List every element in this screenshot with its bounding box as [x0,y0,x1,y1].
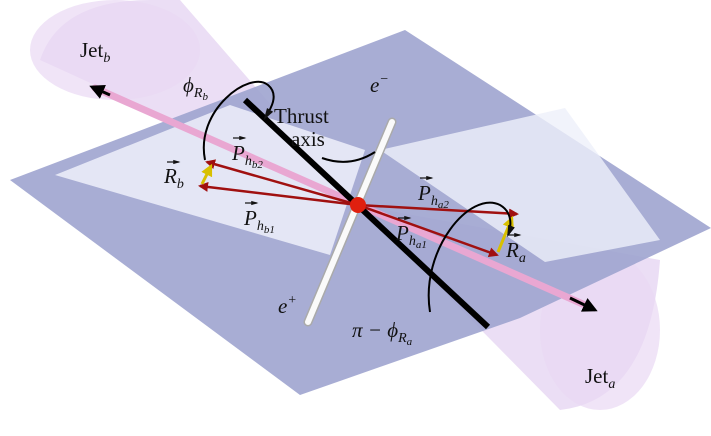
label-part: R [397,331,407,346]
label-part: a [407,336,413,348]
label-part: e [278,294,287,318]
thrust-label: Thrust [274,104,329,128]
label-part: a [608,377,615,392]
label-part: a2 [438,199,450,211]
label-part: a [519,251,526,266]
jet-b-cone-end [30,0,200,100]
label-part: a1 [416,239,427,251]
label-part: + [287,293,296,308]
label-part: h [431,194,438,209]
interaction-point [350,197,366,213]
label-part: − [379,72,388,87]
label-part: Jet [585,364,608,388]
label-part: e [370,73,379,97]
axis-label: axis [291,127,325,151]
label-part: π − ϕ [352,318,398,342]
label-part: R [163,164,177,188]
label-part: h [409,234,416,249]
label-part: P [243,206,257,230]
label-part: b [103,51,110,66]
label-part: b1 [264,224,275,236]
label-part: P [395,221,409,245]
label-part: ϕ [183,73,194,97]
diagram: Jetb Jeta ϕRb Thrust axis e− e+ Phb2 Phb… [0,0,711,436]
label-part: Jet [80,38,103,62]
label-part: P [417,181,431,205]
label-part: h [245,154,252,169]
label-part: b [177,177,184,192]
label-part: R [193,86,203,101]
label-part: b2 [252,159,264,171]
label-part: R [505,238,519,262]
label-part: P [231,141,245,165]
label-part: h [257,219,264,234]
label-part: b [202,91,208,103]
